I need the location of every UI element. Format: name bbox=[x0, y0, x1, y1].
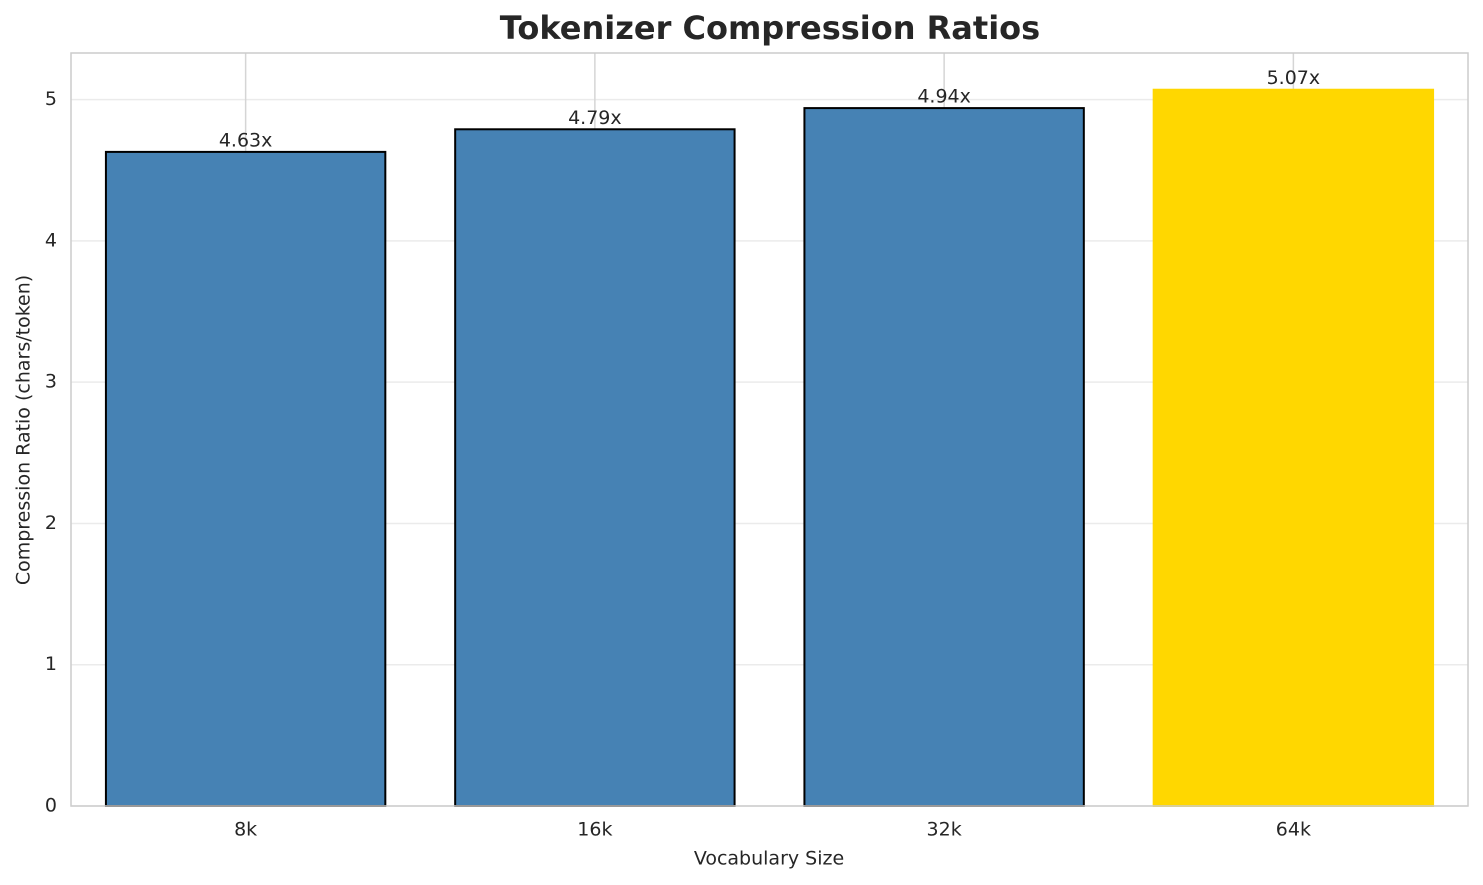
bar bbox=[104, 150, 387, 807]
value-label: 4.63x bbox=[219, 129, 273, 151]
bar bbox=[454, 128, 736, 807]
chart-title: Tokenizer Compression Ratios bbox=[500, 9, 1040, 47]
value-label: 5.07x bbox=[1267, 67, 1321, 89]
y-tick-label: 1 bbox=[45, 653, 57, 675]
y-tick-label: 0 bbox=[45, 795, 57, 817]
y-tick-label: 3 bbox=[45, 371, 57, 393]
value-label: 4.79x bbox=[568, 107, 622, 129]
bar bbox=[803, 107, 1085, 808]
y-tick-label: 4 bbox=[45, 229, 57, 251]
value-label: 4.94x bbox=[917, 86, 971, 108]
x-tick-label: 8k bbox=[234, 819, 257, 841]
x-axis-label: Vocabulary Size bbox=[694, 848, 844, 870]
x-tick-label: 16k bbox=[577, 819, 612, 841]
y-tick-label: 5 bbox=[45, 88, 57, 110]
y-axis-label: Compression Ratio (chars/token) bbox=[13, 275, 35, 585]
bar bbox=[1152, 88, 1435, 808]
y-tick-label: 2 bbox=[45, 512, 57, 534]
x-tick-label: 64k bbox=[1276, 819, 1311, 841]
x-tick-label: 32k bbox=[927, 819, 962, 841]
plot-frame bbox=[70, 52, 1469, 807]
